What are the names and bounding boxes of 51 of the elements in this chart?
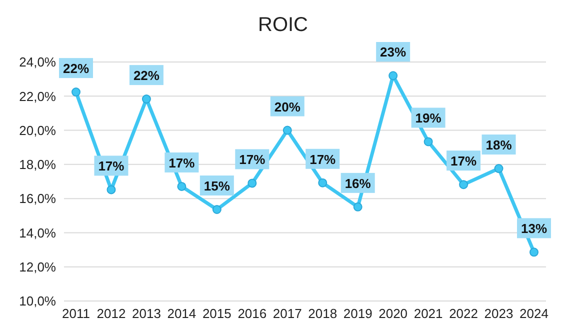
x-tick-label: 2021 <box>414 306 443 322</box>
point <box>177 182 186 191</box>
point <box>248 178 257 188</box>
y-tick-label: 22,0% <box>19 88 56 104</box>
x-tick-label: 2013 <box>132 306 161 322</box>
point <box>72 88 80 97</box>
data-label: 19% <box>415 110 442 126</box>
x-tick-label: 2019 <box>343 306 372 322</box>
x-tick-label: 2011 <box>62 306 90 322</box>
y-tick-label: 18,0% <box>19 157 56 172</box>
x-tick-label: 2017 <box>272 306 302 322</box>
chart-title: ROIC <box>257 13 309 38</box>
data-label: 17% <box>239 152 266 168</box>
y-tick-label: 24,0% <box>19 54 56 70</box>
data-label: 22% <box>133 68 160 84</box>
x-tick-label: 2016 <box>238 306 267 322</box>
data-label: 15% <box>204 178 230 194</box>
point <box>282 126 292 135</box>
x-tick-label: 2022 <box>449 306 478 322</box>
data-label: 23% <box>380 44 407 60</box>
data-label: 22% <box>62 61 90 76</box>
x-tick-label: 2012 <box>96 306 126 322</box>
point <box>530 248 538 257</box>
data-label: 16% <box>344 176 372 191</box>
x-tick-label: 2023 <box>484 306 514 322</box>
y-tick-label: 14,0% <box>19 225 56 240</box>
point <box>424 137 433 146</box>
data-label: 17% <box>450 154 477 169</box>
data-label: 17% <box>98 158 125 174</box>
point <box>388 71 398 80</box>
data-label: 20% <box>274 99 301 114</box>
point <box>494 164 504 174</box>
y-tick-label: 10,0% <box>19 294 56 309</box>
y-tick-label: 12,0% <box>19 259 56 274</box>
x-tick-label: 2015 <box>202 306 232 322</box>
x-tick-label: 2018 <box>308 306 338 322</box>
point <box>142 94 151 104</box>
point <box>212 204 222 214</box>
y-tick-label: 20,0% <box>19 122 56 138</box>
x-tick-label: 2020 <box>378 306 408 322</box>
point <box>353 202 362 212</box>
data-label: 18% <box>486 138 512 153</box>
x-tick-label: 2014 <box>167 306 196 322</box>
data-label: 13% <box>520 221 548 236</box>
point <box>318 178 328 188</box>
point <box>106 185 116 194</box>
point <box>459 180 468 190</box>
y-tick-label: 16,0% <box>19 191 56 206</box>
data-label: 17% <box>168 155 196 170</box>
data-label: 17% <box>310 152 336 167</box>
x-tick-label: 2024 <box>520 306 548 322</box>
